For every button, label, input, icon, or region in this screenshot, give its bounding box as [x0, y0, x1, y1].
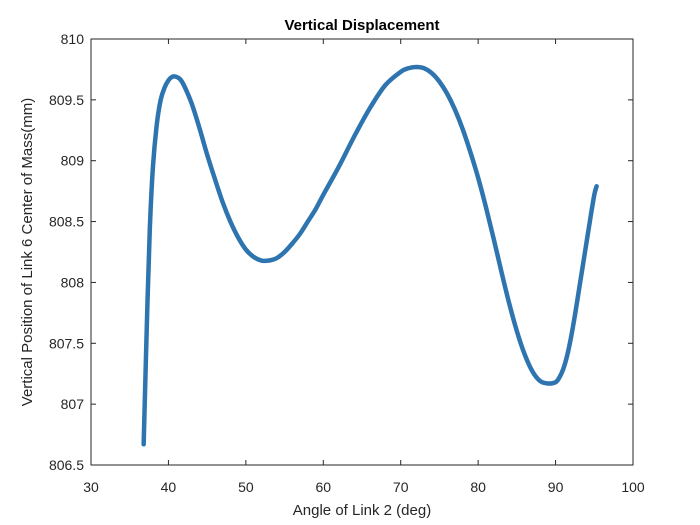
- x-tick-label: 40: [161, 479, 177, 495]
- x-tick-label: 80: [470, 479, 486, 495]
- y-tick-label: 807: [61, 396, 85, 412]
- x-tick-label: 100: [621, 479, 645, 495]
- y-tick-label: 809.5: [49, 92, 84, 108]
- tick-labels: 30 40 50 60 70 80 90 100 806.5 807 807.5 808 808.5 80…: [49, 31, 645, 495]
- x-tick-label: 30: [83, 479, 99, 495]
- plot-area: [91, 39, 633, 465]
- y-tick-label: 807.5: [49, 335, 84, 351]
- y-tick-label: 809: [61, 153, 85, 169]
- axes-box: [90, 38, 634, 466]
- x-tick-label: 70: [393, 479, 409, 495]
- x-tick-label: 60: [315, 479, 331, 495]
- x-tick-label: 50: [238, 479, 254, 495]
- x-tick-label: 90: [548, 479, 564, 495]
- y-tick-label: 810: [61, 31, 85, 47]
- chart-title: Vertical Displacement: [284, 17, 439, 34]
- y-tick-label: 808.5: [49, 214, 84, 230]
- x-axis-label: Angle of Link 2 (deg): [293, 502, 431, 519]
- y-axis-label: Vertical Position of Link 6 Center of Ma…: [19, 98, 36, 406]
- data-series-line: [141, 64, 599, 447]
- y-tick-label: 808: [61, 274, 85, 290]
- y-tick-label: 806.5: [49, 457, 84, 473]
